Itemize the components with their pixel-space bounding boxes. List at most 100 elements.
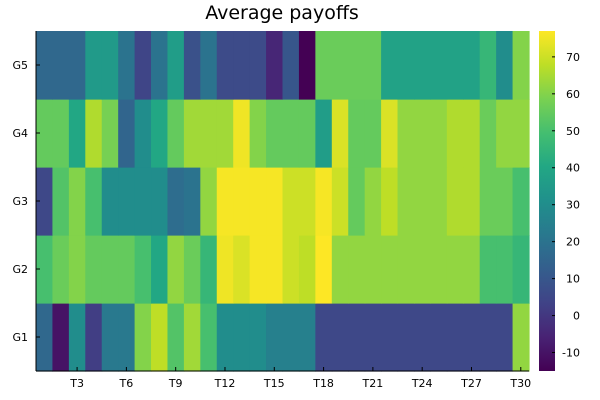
heatmap-cell-G3-T23 xyxy=(397,167,415,236)
x-tick-label: T9 xyxy=(168,377,183,390)
heatmap-cell-G2-T14 xyxy=(249,235,267,304)
colorbar-gradient xyxy=(539,31,555,371)
x-tick-label: T24 xyxy=(411,377,433,390)
heatmap-cell-G1-T13 xyxy=(233,303,251,372)
heatmap-cell-G4-T17 xyxy=(298,99,316,168)
heatmap-cell-G5-T1 xyxy=(36,31,54,100)
heatmap-cell-G2-T6 xyxy=(118,235,136,304)
heatmap-cell-G3-T15 xyxy=(266,167,284,236)
colorbar-tick-label: 20 xyxy=(566,236,580,249)
heatmap-cell-G5-T2 xyxy=(52,31,70,100)
heatmap-cell-G2-T24 xyxy=(413,235,431,304)
heatmap-cell-G2-T25 xyxy=(430,235,448,304)
heatmap-cell-G2-T22 xyxy=(381,235,399,304)
heatmap-cell-G5-T20 xyxy=(348,31,366,100)
heatmap-cell-G3-T19 xyxy=(331,167,349,236)
heatmap-cell-G5-T21 xyxy=(364,31,382,100)
heatmap-cell-G5-T19 xyxy=(331,31,349,100)
heatmap-cell-G4-T8 xyxy=(151,99,169,168)
heatmap-cell-G2-T3 xyxy=(68,235,86,304)
heatmap-cell-G2-T16 xyxy=(282,235,300,304)
heatmap-cell-G3-T3 xyxy=(68,167,86,236)
heatmap-cell-G5-T13 xyxy=(233,31,251,100)
heatmap-cell-G1-T5 xyxy=(101,303,119,372)
heatmap-cell-G4-T12 xyxy=(216,99,234,168)
heatmap-cell-G4-T25 xyxy=(430,99,448,168)
heatmap-cell-G5-T18 xyxy=(315,31,333,100)
heatmap-cell-G2-T29 xyxy=(496,235,514,304)
heatmap-cell-G4-T19 xyxy=(331,99,349,168)
heatmap-cell-G5-T15 xyxy=(266,31,284,100)
heatmap-cell-G5-T25 xyxy=(430,31,448,100)
heatmap-cell-G4-T21 xyxy=(364,99,382,168)
colorbar-tick-label: 50 xyxy=(566,125,580,138)
heatmap-cell-G3-T10 xyxy=(183,167,201,236)
heatmap-cell-G1-T12 xyxy=(216,303,234,372)
heatmap-cell-G3-T27 xyxy=(463,167,481,236)
heatmap-cell-G2-T2 xyxy=(52,235,70,304)
heatmap-cell-G3-T25 xyxy=(430,167,448,236)
heatmap-cell-G1-T16 xyxy=(282,303,300,372)
heatmap-cell-G3-T21 xyxy=(364,167,382,236)
heatmap-cell-G4-T4 xyxy=(85,99,103,168)
heatmap-cell-G5-T29 xyxy=(496,31,514,100)
heatmap-cell-G5-T28 xyxy=(479,31,497,100)
heatmap-cell-G3-T2 xyxy=(52,167,70,236)
heatmap-cell-G2-T19 xyxy=(331,235,349,304)
heatmap-cell-G2-T23 xyxy=(397,235,415,304)
heatmap-cell-G2-T26 xyxy=(446,235,464,304)
heatmap-cell-G1-T4 xyxy=(85,303,103,372)
x-tick-label: T21 xyxy=(362,377,384,390)
heatmap-cell-G4-T23 xyxy=(397,99,415,168)
x-tick-label: T12 xyxy=(214,377,236,390)
heatmap-cell-G2-T7 xyxy=(134,235,152,304)
heatmap-cell-G4-T18 xyxy=(315,99,333,168)
heatmap-cell-G1-T21 xyxy=(364,303,382,372)
colorbar-tick-label: 40 xyxy=(566,162,580,175)
heatmap-cell-G3-T22 xyxy=(381,167,399,236)
heatmap-cell-G3-T8 xyxy=(151,167,169,236)
heatmap-cell-G4-T11 xyxy=(200,99,218,168)
x-tick-label: T18 xyxy=(312,377,334,390)
x-tick-label: T15 xyxy=(263,377,285,390)
heatmap-cells xyxy=(36,31,530,372)
heatmap-cell-G1-T11 xyxy=(200,303,218,372)
heatmap-cell-G2-T21 xyxy=(364,235,382,304)
heatmap-cell-G1-T30 xyxy=(512,303,530,372)
heatmap-cell-G1-T18 xyxy=(315,303,333,372)
heatmap-cell-G2-T4 xyxy=(85,235,103,304)
heatmap-cell-G4-T29 xyxy=(496,99,514,168)
heatmap-cell-G4-T22 xyxy=(381,99,399,168)
colorbar-tick-label: 10 xyxy=(566,273,580,286)
colorbar-tick-label: 60 xyxy=(566,88,580,101)
heatmap-cell-G4-T3 xyxy=(68,99,86,168)
heatmap-cell-G2-T13 xyxy=(233,235,251,304)
heatmap-cell-G3-T6 xyxy=(118,167,136,236)
heatmap-cell-G2-T20 xyxy=(348,235,366,304)
heatmap-cell-G3-T7 xyxy=(134,167,152,236)
heatmap-cell-G1-T22 xyxy=(381,303,399,372)
heatmap-cell-G2-T8 xyxy=(151,235,169,304)
colorbar-tick-label: -10 xyxy=(562,347,580,360)
heatmap-cell-G5-T16 xyxy=(282,31,300,100)
heatmap-cell-G3-T17 xyxy=(298,167,316,236)
y-tick-label: G4 xyxy=(12,127,28,140)
heatmap-cell-G5-T6 xyxy=(118,31,136,100)
y-tick-label: G3 xyxy=(12,195,28,208)
heatmap-cell-G3-T5 xyxy=(101,167,119,236)
heatmap-cell-G4-T5 xyxy=(101,99,119,168)
heatmap-cell-G1-T26 xyxy=(446,303,464,372)
heatmap-cell-G1-T3 xyxy=(68,303,86,372)
heatmap-cell-G4-T10 xyxy=(183,99,201,168)
heatmap-cell-G2-T15 xyxy=(266,235,284,304)
heatmap-cell-G4-T26 xyxy=(446,99,464,168)
heatmap-cell-G1-T20 xyxy=(348,303,366,372)
heatmap-cell-G5-T30 xyxy=(512,31,530,100)
heatmap-cell-G5-T24 xyxy=(413,31,431,100)
heatmap-cell-G5-T11 xyxy=(200,31,218,100)
heatmap-cell-G3-T11 xyxy=(200,167,218,236)
heatmap-cell-G5-T8 xyxy=(151,31,169,100)
x-axis-ticks: T3 T6 T9 T12 T15 T18 T21 T24 T27 T30 xyxy=(69,367,531,390)
heatmap-cell-G3-T9 xyxy=(167,167,185,236)
